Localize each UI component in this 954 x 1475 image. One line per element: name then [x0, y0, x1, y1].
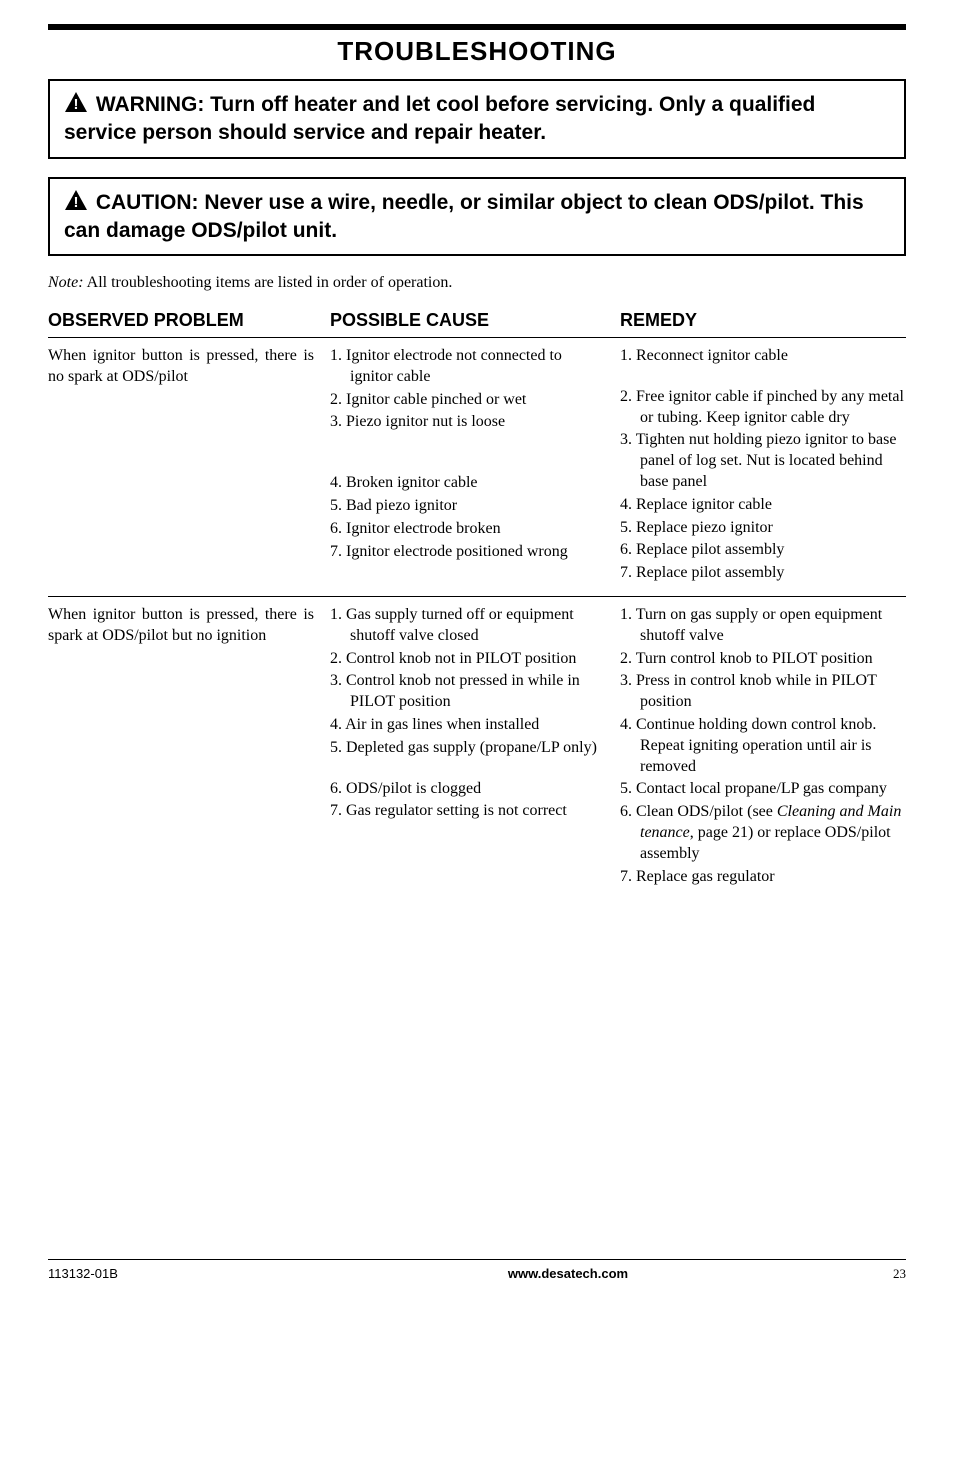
caution-text: CAUTION: Never use a wire, needle, or si… [64, 191, 864, 242]
remedy-item: 6. Replace pilot assembly [620, 540, 906, 561]
observed-problem: When ignitor button is pressed, there is… [48, 346, 330, 586]
remedy-item: 5. Contact local propane/LP gas company [620, 779, 906, 800]
cause-item: 5. Depleted gas supply (propane/LP only) [330, 738, 606, 759]
header-cause: POSSIBLE CAUSE [330, 310, 620, 331]
caution-box: ! CAUTION: Never use a wire, needle, or … [48, 177, 906, 257]
header-observed: OBSERVED PROBLEM [48, 310, 330, 331]
warning-box: ! WARNING: Turn off heater and let cool … [48, 79, 906, 159]
possible-cause: 1. Gas supply turned off or equipment sh… [330, 605, 620, 889]
cause-item: 5. Bad piezo ignitor [330, 496, 606, 517]
page-footer: 113132-01B www.desatech.com 23 [48, 1259, 906, 1294]
note-label: Note: [48, 274, 84, 291]
remedy-item: 2. Free ignitor cable if pinched by any … [620, 387, 906, 429]
cause-item: 4. Air in gas lines when installed [330, 715, 606, 736]
cause-item: 4. Broken ignitor cable [330, 473, 606, 494]
footer-left: 113132-01B [48, 1266, 330, 1282]
remedy-item: 1. Reconnect ignitor cable [620, 346, 906, 367]
remedy-item: 7. Replace pilot assembly [620, 563, 906, 584]
cause-item: 3. Piezo ignitor nut is loose [330, 412, 606, 433]
svg-text:!: ! [74, 96, 79, 113]
remedy: 1. Reconnect ignitor cable 2. Free ignito… [620, 346, 906, 586]
page-title: TROUBLESHOOTING [48, 36, 906, 67]
note-line: Note: All troubleshooting items are list… [48, 274, 906, 292]
cause-item: 7. Gas regulator setting is not correct [330, 801, 606, 822]
cause-item: 6. Ignitor electrode broken [330, 519, 606, 540]
remedy-item: 7. Replace gas regulator [620, 867, 906, 888]
cause-item: 3. Control knob not pressed in while in … [330, 671, 606, 713]
remedy-item: 2. Turn control knob to PILOT position [620, 649, 906, 670]
caution-triangle-icon: ! [64, 189, 88, 218]
possible-cause: 1. Ignitor electrode not connected to ig… [330, 346, 620, 586]
cause-item: 2. Ignitor cable pinched or wet [330, 390, 606, 411]
remedy-item: 3. Press in control knob while in PILOT … [620, 671, 906, 713]
remedy-item: 3. Tighten nut holding piezo ignitor to … [620, 430, 906, 492]
cause-item: 1. Ignitor electrode not connected to ig… [330, 346, 606, 388]
cause-item: 1. Gas supply turned off or equipment sh… [330, 605, 606, 647]
remedy-item: 1. Turn on gas supply or open equipment … [620, 605, 906, 647]
remedy-item: 4. Replace ignitor cable [620, 495, 906, 516]
warning-text: WARNING: Turn off heater and let cool be… [64, 93, 815, 144]
remedy: 1. Turn on gas supply or open equipment … [620, 605, 906, 889]
cause-item: 7. Ignitor electrode positioned wrong [330, 542, 606, 563]
note-text: All troubleshooting items are listed in … [84, 274, 453, 291]
remedy-item: 6. Clean ODS/pilot (see Cleaning and Mai… [620, 802, 906, 864]
header-remedy: REMEDY [620, 310, 906, 331]
footer-center: www.desatech.com [330, 1266, 806, 1282]
cause-item: 2. Control knob not in PILOT position [330, 649, 606, 670]
column-headers: OBSERVED PROBLEM POSSIBLE CAUSE REMEDY [48, 310, 906, 331]
observed-problem: When ignitor button is pressed, there is… [48, 605, 330, 889]
troubleshooting-row: When ignitor button is pressed, there is… [48, 337, 906, 596]
footer-right: 23 [806, 1266, 906, 1282]
warning-triangle-icon: ! [64, 91, 88, 120]
troubleshooting-row: When ignitor button is pressed, there is… [48, 596, 906, 899]
svg-text:!: ! [74, 194, 79, 211]
remedy-item: 5. Replace piezo ignitor [620, 518, 906, 539]
cause-item: 6. ODS/pilot is clogged [330, 779, 606, 800]
remedy-item: 4. Continue holding down control knob. R… [620, 715, 906, 777]
